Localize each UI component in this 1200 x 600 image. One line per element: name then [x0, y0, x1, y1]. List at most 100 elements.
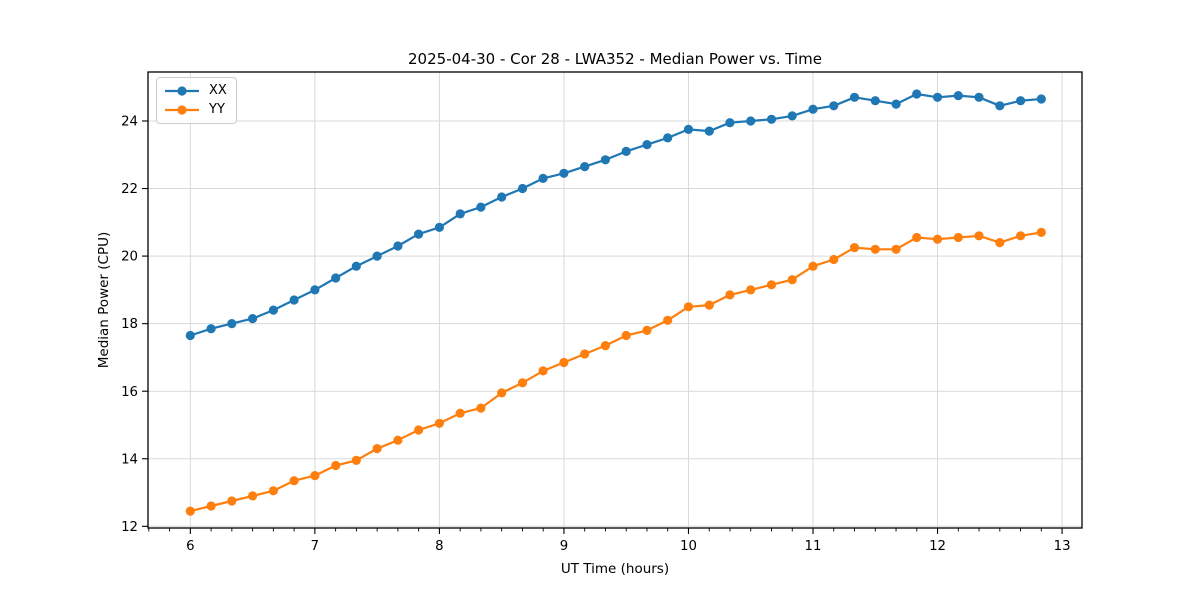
- series-XX-marker: [787, 111, 797, 121]
- y-tick-label-16: 16: [121, 385, 138, 400]
- series-YY-marker: [559, 357, 569, 368]
- series-YY-line: [189, 231, 1043, 513]
- series-YY-marker: [642, 325, 652, 335]
- series-YY-marker: [538, 366, 548, 376]
- y-tick-label-20: 20: [121, 250, 138, 265]
- series-YY-marker: [974, 231, 984, 241]
- legend-label-xx: XX: [209, 83, 227, 98]
- y-tick-label-18: 18: [121, 317, 138, 332]
- legend: XX YY: [156, 77, 237, 124]
- series-XX-marker: [434, 222, 444, 232]
- series-XX-marker: [829, 101, 839, 111]
- series-YY-marker: [517, 378, 528, 388]
- series-YY-marker: [268, 486, 278, 496]
- series-YY-marker: [1016, 231, 1026, 241]
- series-XX-marker: [953, 91, 963, 101]
- series-YY-marker: [766, 280, 777, 290]
- y-tick-label-24: 24: [121, 115, 138, 130]
- y-tick-label-14: 14: [121, 452, 138, 467]
- series-XX-marker: [310, 285, 320, 295]
- x-tick-label-11: 11: [805, 539, 822, 554]
- series-XX-marker: [393, 241, 403, 251]
- series-XX-marker: [849, 92, 860, 102]
- series-XX-marker: [932, 92, 943, 102]
- series-XX-marker: [414, 229, 424, 239]
- series-YY-marker: [497, 388, 507, 398]
- legend-item-xx: XX: [164, 83, 227, 99]
- series-YY-marker: [891, 244, 901, 254]
- x-tick-label-9: 9: [560, 539, 568, 554]
- y-axis-label-text: Median Power (CPU): [96, 231, 112, 369]
- series-YY-marker: [331, 460, 341, 471]
- x-tick-label-13: 13: [1054, 539, 1071, 554]
- series-XX-marker: [766, 114, 777, 124]
- series-YY-marker: [683, 302, 694, 312]
- x-tick-label-7: 7: [311, 539, 319, 554]
- series-YY-marker: [787, 275, 797, 285]
- series-XX-marker: [870, 96, 880, 106]
- series-XX-marker: [995, 101, 1005, 111]
- series-XX-marker: [372, 251, 382, 261]
- series-XX-marker: [704, 126, 714, 136]
- x-tick-label-12: 12: [929, 539, 946, 554]
- series-YY-marker: [746, 285, 756, 295]
- series-YY-marker: [953, 232, 963, 243]
- series-YY-marker: [808, 261, 818, 271]
- series-XX-marker: [206, 324, 216, 334]
- series-YY-marker: [310, 471, 320, 481]
- chart-title: 2025-04-30 - Cor 28 - LWA352 - Median Po…: [408, 50, 822, 68]
- legend-marker-yy-icon: [165, 105, 199, 115]
- series-YY-marker: [580, 349, 590, 359]
- series-XX-marker: [268, 305, 278, 315]
- series-XX-marker: [912, 89, 922, 99]
- series-XX-marker: [683, 124, 694, 134]
- series-XX-marker: [289, 295, 299, 305]
- series-XX-marker: [600, 155, 611, 165]
- series-XX-marker: [331, 273, 341, 283]
- series-XX-marker: [538, 173, 548, 183]
- series-XX-marker: [497, 192, 507, 202]
- series-XX-marker: [1036, 94, 1046, 104]
- x-tick-label-8: 8: [435, 539, 443, 554]
- series-YY-marker: [185, 506, 195, 516]
- series-XX-marker: [580, 162, 590, 172]
- series-YY-marker: [434, 418, 444, 428]
- x-tick-label-6: 6: [186, 539, 194, 554]
- series-YY-marker: [1036, 227, 1046, 237]
- series-YY-marker: [476, 403, 486, 413]
- series-YY-marker: [870, 244, 880, 254]
- series-XX-marker: [891, 99, 901, 109]
- series-YY-marker: [621, 330, 631, 341]
- series-XX-marker: [517, 183, 528, 194]
- series-XX-marker: [185, 330, 195, 341]
- series-YY-marker: [600, 341, 611, 351]
- series-XX-marker: [455, 209, 465, 219]
- series-YY-marker: [351, 455, 361, 465]
- series-YY-marker: [414, 425, 424, 435]
- series-XX-marker: [351, 261, 361, 271]
- series-XX-marker: [1016, 96, 1026, 106]
- series-YY-marker: [206, 501, 216, 511]
- y-tick-label-12: 12: [121, 520, 138, 535]
- axes-spines: [147, 71, 1083, 529]
- series-XX-marker: [227, 319, 237, 329]
- series-XX-marker: [248, 314, 258, 324]
- series-YY-marker: [455, 408, 465, 418]
- series-YY-marker: [995, 238, 1005, 248]
- series-YY-marker: [912, 232, 922, 243]
- series-YY-marker: [725, 290, 735, 300]
- series-XX-marker: [642, 140, 652, 150]
- series-XX-marker: [621, 146, 631, 156]
- series-XX-marker: [725, 118, 735, 128]
- series-XX-marker: [476, 202, 486, 212]
- series-YY-marker: [372, 444, 382, 454]
- series-YY-marker: [704, 300, 714, 310]
- series-XX-marker: [746, 116, 756, 126]
- series-XX-line: [189, 92, 1043, 337]
- series-XX-marker: [559, 168, 569, 178]
- series-YY-marker: [849, 243, 860, 253]
- y-tick-label-22: 22: [121, 182, 138, 197]
- x-tick-label-10: 10: [680, 539, 697, 554]
- series-YY-marker: [932, 234, 943, 244]
- series-YY-marker: [227, 496, 237, 506]
